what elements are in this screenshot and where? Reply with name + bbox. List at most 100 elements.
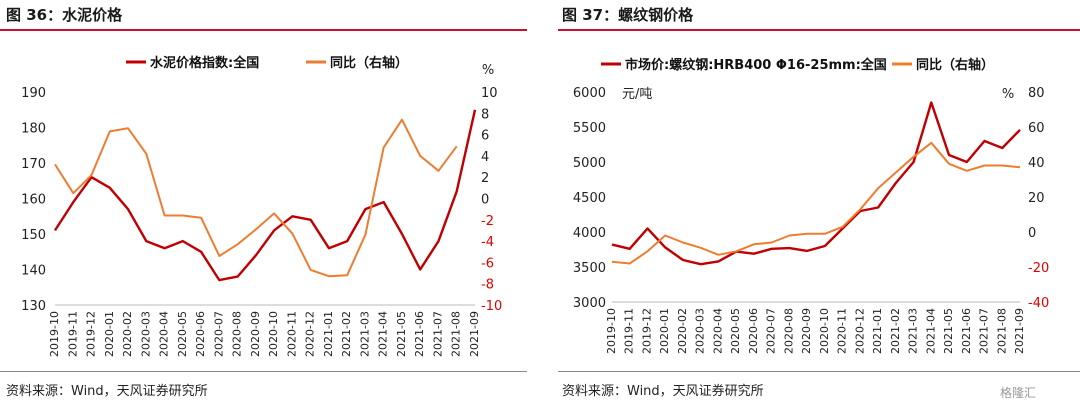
chart2-x-tick-label: 2020-12: [853, 308, 866, 354]
chart1-x-tick-label: 2020-08: [231, 311, 244, 357]
chart2-left-tick-label: 3500: [573, 261, 606, 276]
chart2-legend-label-2: 同比（右轴）: [916, 57, 994, 73]
chart2-x-tick-label: 2020-08: [782, 308, 795, 354]
chart2-series-line-1: [611, 101, 1021, 266]
chart1-left-tick-label: 180: [21, 122, 46, 137]
chart2-x-tick-label: 2020-07: [765, 308, 778, 354]
chart2-x-tick-label: 2021-07: [978, 308, 991, 354]
chart1-x-tick-label: 2021-06: [413, 311, 426, 357]
chart1-x-tick-label: 2020-01: [103, 311, 116, 357]
watermark-logo: 格隆汇: [1000, 386, 1037, 400]
chart2-right-unit: %: [1002, 87, 1014, 102]
chart2-x-tick-label: 2020-06: [747, 308, 760, 354]
chart1-left-tick-label: 160: [21, 193, 46, 208]
chart1-x-tick-label: 2021-09: [468, 311, 481, 357]
chart2-right-tick-label: 20: [1028, 191, 1045, 206]
left-source-note: 资料来源：Wind，天风证券研究所: [6, 384, 208, 399]
chart1-right-tick-label: -8: [481, 278, 494, 293]
chart2-x-tick-label: 2021-09: [1013, 308, 1026, 354]
chart1-left-tick-label: 170: [21, 157, 46, 172]
chart1-right-tick-label: -10: [481, 299, 502, 314]
chart2-right-tick-label: 80: [1028, 86, 1045, 101]
chart2-x-tick-label: 2021-08: [995, 308, 1008, 354]
chart2-x-tick-label: 2021-05: [942, 308, 955, 354]
chart1-x-tick-label: 2019-10: [48, 311, 61, 357]
chart1-x-tick-label: 2021-02: [340, 311, 353, 357]
chart1-legend-label-2: 同比（右轴）: [330, 55, 408, 71]
chart2-x-tick-label: 2021-06: [960, 308, 973, 354]
chart2-x-tick-label: 2020-10: [818, 308, 831, 354]
chart2-x-tick-label: 2021-02: [889, 308, 902, 354]
chart1-right-tick-label: 8: [481, 107, 489, 122]
chart1-left-tick-label: 190: [21, 86, 46, 101]
chart2-x-tick-label: 2019-11: [623, 308, 636, 354]
chart1-x-tick-label: 2020-09: [249, 311, 262, 357]
left-panel-title: 图 36：水泥价格: [6, 6, 123, 24]
chart1-x-tick-label: 2020-02: [121, 311, 134, 357]
left-footer-rule: [0, 371, 527, 372]
chart1-series-line-2: [54, 118, 458, 278]
chart1-legend-label-1: 水泥价格指数:全国: [150, 55, 259, 71]
chart1-right-tick-label: -4: [481, 235, 494, 250]
chart2-x-tick-label: 2020-11: [836, 308, 849, 354]
chart2-right-tick-label: -40: [1028, 296, 1049, 311]
chart2-x-tick-label: 2019-10: [605, 308, 618, 354]
chart2-series-line-2: [611, 141, 1021, 265]
right-footer-rule: [558, 371, 1080, 372]
chart1-x-tick-label: 2020-03: [139, 311, 152, 357]
chart2-left-tick-label: 5000: [573, 156, 606, 171]
chart2-left-tick-label: 6000: [573, 86, 606, 101]
chart2-left-tick-label: 4500: [573, 191, 606, 206]
chart1-left-tick-label: 150: [21, 228, 46, 243]
chart2-x-tick-label: 2021-01: [871, 308, 884, 354]
chart1-x-tick-label: 2021-03: [358, 311, 371, 357]
right-source-note: 资料来源：Wind，天风证券研究所: [562, 384, 764, 399]
chart2-x-tick-label: 2021-04: [924, 308, 937, 354]
chart2-left-unit: 元/吨: [622, 87, 652, 102]
chart2-right-tick-label: 40: [1028, 156, 1045, 171]
chart1-x-tick-label: 2019-12: [85, 311, 98, 357]
right-title-rule: [558, 29, 1080, 31]
left-title-rule: [0, 29, 527, 31]
chart2-x-tick-label: 2020-02: [676, 308, 689, 354]
chart1-x-tick-label: 2020-07: [212, 311, 225, 357]
chart1-right-tick-label: 4: [481, 150, 489, 165]
chart1-right-tick-label: 0: [481, 193, 489, 208]
chart1-x-tick-label: 2020-10: [267, 311, 280, 357]
chart2-left-tick-label: 4000: [573, 226, 606, 241]
chart2-x-tick-label: 2020-05: [729, 308, 742, 354]
chart1-x-tick-label: 2020-12: [304, 311, 317, 357]
chart1-x-tick-label: 2021-01: [322, 311, 335, 357]
chart2-x-tick-label: 2019-12: [640, 308, 653, 354]
chart2-x-tick-label: 2020-04: [711, 308, 724, 354]
chart2-right-tick-label: -20: [1028, 261, 1049, 276]
chart1-x-tick-label: 2021-04: [377, 311, 390, 357]
chart1-right-unit: %: [482, 63, 494, 78]
chart1-x-tick-label: 2020-06: [194, 311, 207, 357]
chart1-left-tick-label: 140: [21, 264, 46, 279]
chart2-right-tick-label: 60: [1028, 121, 1045, 136]
right-panel-title: 图 37：螺纹钢价格: [562, 6, 694, 24]
chart1-x-tick-label: 2019-11: [66, 311, 79, 357]
chart1-series-line-1: [53, 109, 477, 282]
chart2-x-tick-label: 2020-09: [800, 308, 813, 354]
chart2-legend-label-1: 市场价:螺纹钢:HRB400 Φ16-25mm:全国: [625, 57, 887, 73]
chart2-x-tick-label: 2021-03: [907, 308, 920, 354]
chart2-left-tick-label: 5500: [573, 121, 606, 136]
chart2-x-tick-label: 2020-01: [658, 308, 671, 354]
chart1-x-tick-label: 2020-04: [158, 311, 171, 357]
chart1-x-tick-label: 2020-05: [176, 311, 189, 357]
chart2-left-tick-label: 3000: [573, 296, 606, 311]
chart1-right-tick-label: -2: [481, 214, 494, 229]
chart1-left-tick-label: 130: [21, 299, 46, 314]
chart1-x-tick-label: 2020-11: [285, 311, 298, 357]
chart1-right-tick-label: 2: [481, 171, 489, 186]
chart2-x-tick-label: 2020-03: [694, 308, 707, 354]
chart1-x-tick-label: 2021-07: [431, 311, 444, 357]
chart1-x-tick-label: 2021-08: [450, 311, 463, 357]
chart1-x-tick-label: 2021-05: [395, 311, 408, 357]
chart1-right-tick-label: -6: [481, 256, 494, 271]
chart2-right-tick-label: 0: [1028, 226, 1036, 241]
chart1-right-tick-label: 10: [481, 86, 498, 101]
